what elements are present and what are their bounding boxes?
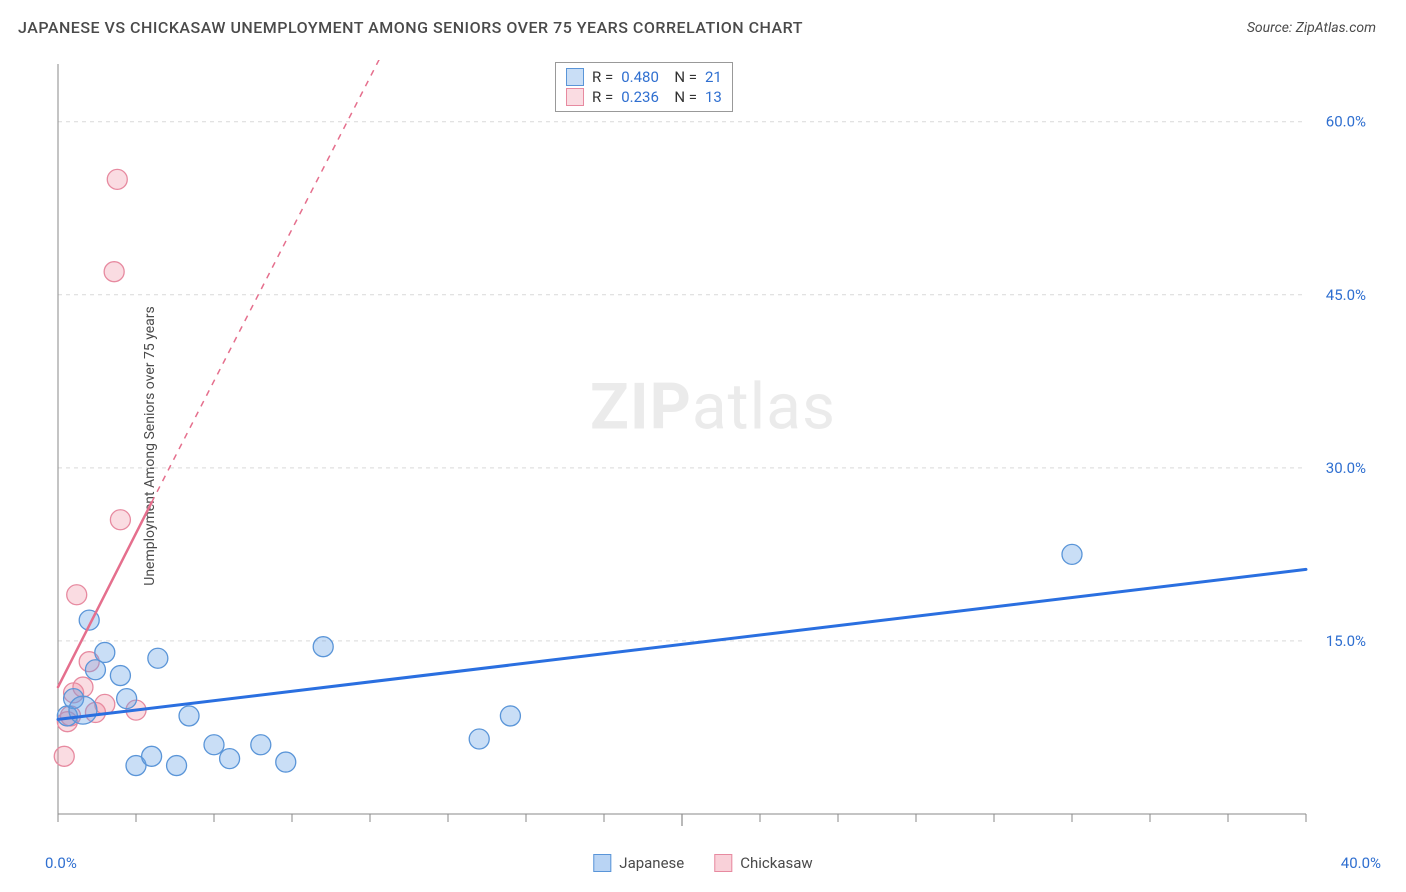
series-legend-label: Chickasaw bbox=[740, 854, 812, 872]
svg-text:15.0%: 15.0% bbox=[1326, 632, 1366, 650]
legend-n-label: N = bbox=[667, 88, 697, 106]
legend-swatch-japanese bbox=[566, 68, 584, 86]
legend-r-label: R = bbox=[592, 88, 613, 106]
chart-container: JAPANESE VS CHICKASAW UNEMPLOYMENT AMONG… bbox=[0, 0, 1406, 892]
plot-area: 15.0%30.0%45.0%60.0% ZIPatlas bbox=[50, 60, 1376, 832]
legend-swatch-japanese bbox=[593, 854, 611, 872]
legend-r-label: R = bbox=[592, 68, 613, 86]
legend-swatch-chickasaw bbox=[566, 88, 584, 106]
source-attribution: Source: ZipAtlas.com bbox=[1247, 20, 1376, 36]
legend-swatch-chickasaw bbox=[714, 854, 732, 872]
svg-text:30.0%: 30.0% bbox=[1326, 459, 1366, 477]
series-legend-japanese: Japanese bbox=[593, 854, 684, 872]
legend-row-chickasaw: R = 0.236 N = 13 bbox=[566, 87, 722, 107]
svg-text:45.0%: 45.0% bbox=[1326, 286, 1366, 304]
legend-n-label: N = bbox=[667, 68, 697, 86]
legend-row-japanese: R = 0.480 N = 21 bbox=[566, 67, 722, 87]
series-legend-chickasaw: Chickasaw bbox=[714, 854, 812, 872]
legend-r-value-chickasaw: 0.236 bbox=[621, 88, 659, 106]
scatter-chart-svg: 15.0% 30.0% 45.0% 60.0% bbox=[50, 60, 1376, 832]
chart-title: JAPANESE VS CHICKASAW UNEMPLOYMENT AMONG… bbox=[18, 18, 803, 37]
x-tick-max: 40.0% bbox=[1341, 854, 1381, 872]
legend-r-value-japanese: 0.480 bbox=[621, 68, 659, 86]
x-tick-origin: 0.0% bbox=[45, 854, 77, 872]
svg-text:60.0%: 60.0% bbox=[1326, 113, 1366, 131]
series-legend-label: Japanese bbox=[619, 854, 684, 872]
correlation-legend: R = 0.480 N = 21 R = 0.236 N = 13 bbox=[555, 62, 733, 112]
series-legend: Japanese Chickasaw bbox=[593, 854, 812, 872]
legend-n-value-japanese: 21 bbox=[705, 68, 722, 86]
legend-n-value-chickasaw: 13 bbox=[705, 88, 722, 106]
